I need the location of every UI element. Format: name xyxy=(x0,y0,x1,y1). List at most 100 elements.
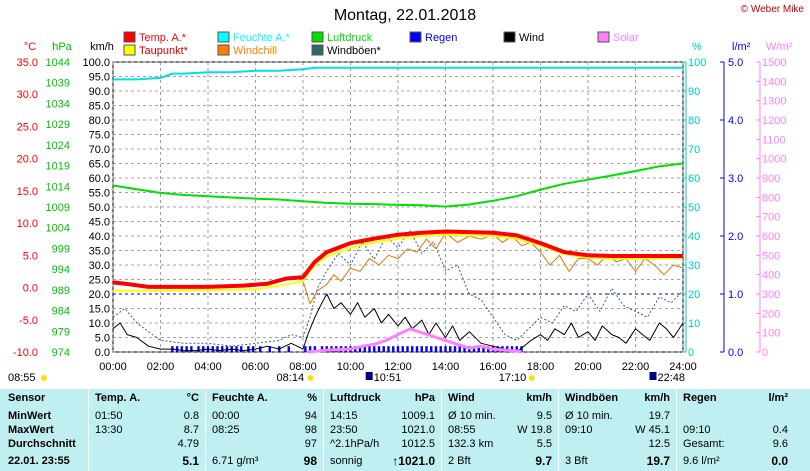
humidity-axis-tick: 90 xyxy=(688,86,700,98)
legend-label: Windböen* xyxy=(327,45,382,57)
wind-axis-tick: 55.0 xyxy=(89,188,110,200)
rain-bar xyxy=(420,346,423,352)
table-cell-value: 12.5 xyxy=(648,438,670,450)
rain-bar xyxy=(240,346,243,352)
x-tick-label: 12:00 xyxy=(384,361,412,373)
table-cell-sub: 3 Bft xyxy=(565,455,588,467)
series-temp-a xyxy=(112,229,683,289)
solar-axis-tick: 1100 xyxy=(762,134,786,146)
table-cell-sub: sonnig xyxy=(330,455,363,467)
table-cell-value: 0.0 xyxy=(771,454,788,468)
pressure-axis-tick: 1009 xyxy=(46,202,70,214)
table-cell-value: W 19.8 xyxy=(517,424,552,436)
pressure-axis-tick: 979 xyxy=(52,326,70,338)
pressure-axis-tick: 1044 xyxy=(46,57,70,69)
solar-axis-tick: 300 xyxy=(762,289,780,301)
wind-axis-tick: 80.0 xyxy=(89,115,110,127)
pressure-axis-tick: 999 xyxy=(52,243,70,255)
legend-swatch xyxy=(597,31,610,43)
table-cell-value: W 45.1 xyxy=(635,424,670,436)
rain-bar xyxy=(463,346,466,352)
legend-swatch xyxy=(409,31,422,43)
table-unit: % xyxy=(307,392,317,404)
table-col-pressure: Luftdruck hPa 14:15 1009.1 23:50 1021.0 ^2.1hP… xyxy=(323,389,441,471)
rain-bar xyxy=(373,346,376,352)
rain-bar xyxy=(358,346,362,352)
table-header: Temp. A. xyxy=(95,392,141,404)
rain-bar xyxy=(268,346,271,352)
table-col-sensor: Sensor MinWert MaxWert Durchschnitt 22.01. 2… xyxy=(0,389,88,471)
rain-bar xyxy=(235,346,238,352)
table-unit: km/h xyxy=(526,392,552,404)
rain-bar xyxy=(175,346,179,352)
table-cell-sub: 09:10 xyxy=(565,424,593,436)
humidity-axis-tick: 30 xyxy=(688,260,700,272)
table-cell-sub: Gesamt: xyxy=(683,438,725,450)
table-cell-sub: 6.71 g/m³ xyxy=(212,455,259,467)
table-cell-value: 5.1 xyxy=(182,454,199,468)
table-cell-sub: ^2.1hPa/h xyxy=(330,438,380,450)
table-cell-sub: 13:30 xyxy=(95,424,123,436)
humidity-axis-tick: 50 xyxy=(688,202,700,214)
table-cell-value: 5.5 xyxy=(536,438,552,450)
moonrise-label: 10:51 xyxy=(374,372,402,384)
legend-label: Luftdruck xyxy=(327,32,373,44)
table-cell-sub: 08:55 xyxy=(448,424,476,436)
pressure-axis-tick: 1019 xyxy=(46,161,70,173)
rain-bar xyxy=(434,346,438,352)
rain-bar xyxy=(211,346,214,352)
solar-axis-tick: 400 xyxy=(762,270,780,282)
table-header: Windböen xyxy=(565,392,619,404)
moonset-icon xyxy=(649,372,657,380)
wind-axis-tick: 90.0 xyxy=(89,86,110,98)
temp-axis-tick: 15.0 xyxy=(17,186,38,198)
table-header: Regen xyxy=(683,392,717,404)
legend-swatch xyxy=(217,31,230,43)
credit-text: © Weber Mike xyxy=(740,4,804,15)
table-cell-sub: 23:50 xyxy=(330,424,358,436)
x-tick-label: 06:00 xyxy=(242,361,270,373)
rain-bar xyxy=(515,346,518,352)
rain-bar xyxy=(216,346,219,352)
x-tick-label: 18:00 xyxy=(527,361,555,373)
series-luftdruck xyxy=(112,162,684,208)
x-tick-label: 16:00 xyxy=(479,361,507,373)
x-tick-label: 10:00 xyxy=(337,361,365,373)
x-tick-label: 08:00 xyxy=(289,361,317,373)
table-cell-sub: 08:25 xyxy=(212,424,240,436)
table-cell-sub: 00:00 xyxy=(212,410,240,422)
solar-axis-tick: 1400 xyxy=(762,76,786,88)
chart-title: Montag, 22.01.2018 xyxy=(334,7,476,24)
humidity-axis-tick: 70 xyxy=(688,144,700,156)
wind-axis-tick: 0.0 xyxy=(95,347,110,359)
table-cell-value: 1009.1 xyxy=(401,410,435,422)
rain-bar xyxy=(449,346,452,352)
solar-axis-tick: 0 xyxy=(762,347,768,359)
table-cell-value: 9.5 xyxy=(536,410,552,422)
wind-axis-tick: 75.0 xyxy=(89,130,110,142)
rain-bar xyxy=(472,346,476,352)
rain-bar xyxy=(392,346,395,352)
table-cell-sub: 14:15 xyxy=(330,410,358,422)
wind-axis-tick: 100.0 xyxy=(82,57,110,69)
legend-label: Taupunkt* xyxy=(139,45,189,57)
table-cell-sub: Ø 10 min. xyxy=(448,410,496,422)
sunset-label: 17:10 xyxy=(499,372,527,384)
table-unit: l/m² xyxy=(768,392,788,404)
pressure-axis-tick: 1029 xyxy=(46,119,70,131)
rain-bar xyxy=(439,346,442,352)
pressure-axis-tick: 974 xyxy=(52,347,70,359)
table-cell-sub: 09:10 xyxy=(683,424,711,436)
rain-bar xyxy=(202,346,205,352)
table-cell-value: 9.6 xyxy=(772,438,788,450)
wind-axis-tick: 5.0 xyxy=(95,333,110,345)
legend-label: Solar xyxy=(613,32,639,44)
first-time-label: 08:55 xyxy=(8,372,36,384)
series-solar xyxy=(307,327,522,354)
rain-bar xyxy=(477,346,480,352)
rain-bar xyxy=(287,346,290,352)
rain-bar xyxy=(363,346,366,352)
wind-axis-tick: 10.0 xyxy=(89,318,110,330)
pressure-axis-tick: 1014 xyxy=(46,181,70,193)
